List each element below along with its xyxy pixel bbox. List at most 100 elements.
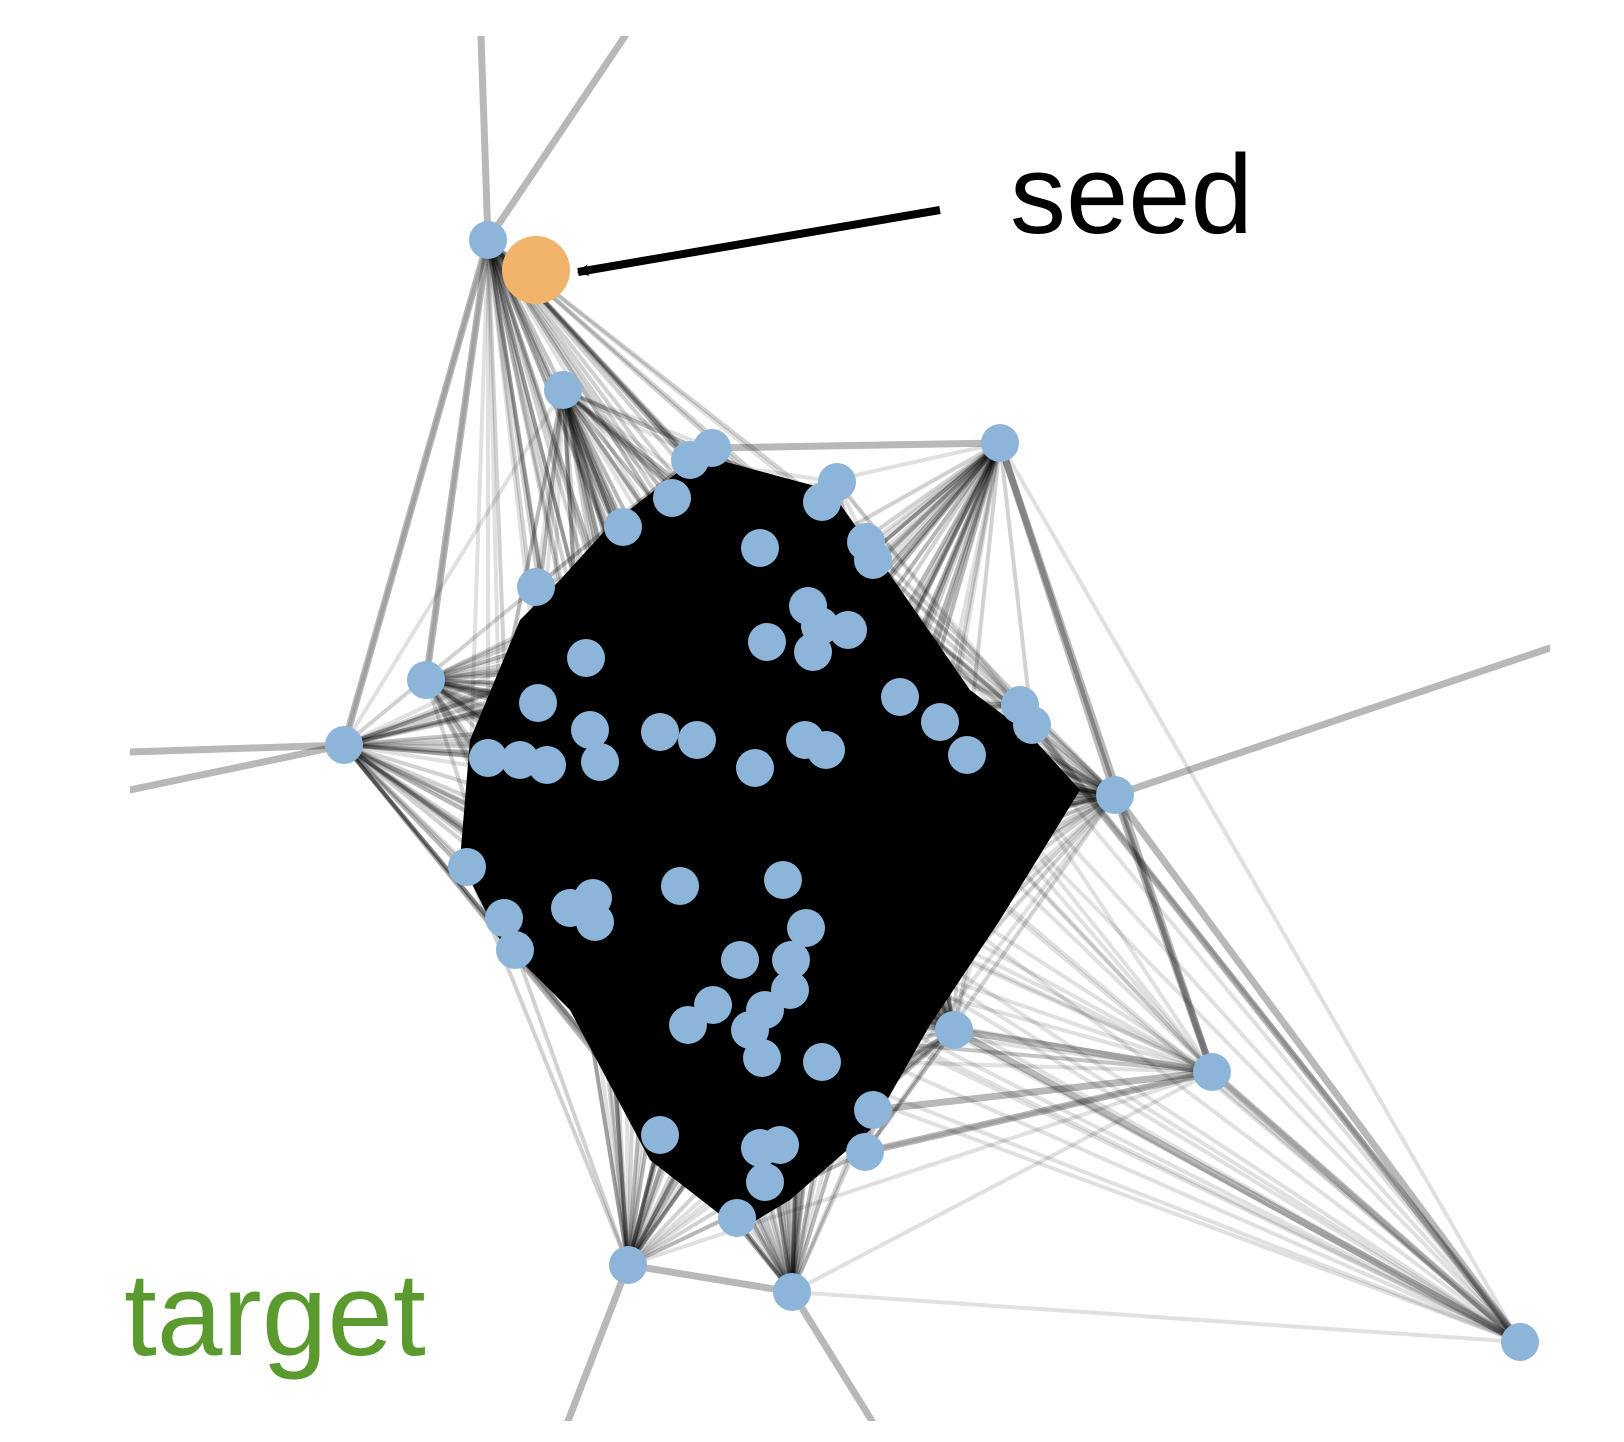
seed-arrow [576,206,941,277]
edge [950,1026,1524,1346]
network-node [469,739,507,777]
edge [678,884,782,1147]
edge [738,604,810,962]
edge [758,1028,956,1150]
edge [568,446,714,910]
edge [598,760,808,930]
network-node [567,639,605,677]
edge [871,558,1214,1074]
network-node [1013,706,1051,744]
edge [486,238,752,1032]
edge [593,920,767,1184]
edge [486,238,942,724]
edge [424,238,490,682]
edge [502,916,767,1184]
edge [424,678,808,930]
core-mass [460,455,1080,1230]
network-node [1501,1323,1539,1361]
edge [658,624,822,1137]
edge [598,760,662,1137]
edge [790,1290,1522,1344]
nodes [325,221,1539,1361]
edge [803,628,850,742]
edge [735,604,810,1220]
edge [670,496,785,882]
network-node [576,903,614,941]
edge [598,884,682,1002]
edge [638,718,1117,797]
edge [1208,1068,1524,1346]
edge [584,558,875,660]
edge [710,446,739,1220]
edge [753,766,794,1294]
edge [513,948,956,1032]
edge [678,500,824,888]
edge [486,238,932,842]
edge [486,238,757,770]
edge [591,896,1214,1074]
network-node [818,463,856,501]
edge [342,640,769,747]
edge [502,916,739,1220]
edge [758,723,1034,1150]
edge [502,441,1002,920]
edge [561,388,588,660]
edge [658,730,793,962]
edge [486,238,782,1147]
edge [846,441,1002,632]
edge [695,441,1002,742]
edge [626,446,714,1267]
edge [486,238,690,1027]
edge [952,723,1034,1032]
edge [688,458,1034,727]
edge [486,238,1034,727]
network-node [661,867,699,905]
edges [130,36,1550,1421]
edge [670,496,868,544]
edge [658,730,762,1150]
edge [753,640,769,770]
edge [342,540,868,747]
edge [863,720,942,1154]
edge [545,763,595,900]
edge [695,738,956,1032]
edge [695,738,1214,1074]
edge [738,766,757,962]
edge [584,604,810,660]
edge [790,738,807,1294]
edge [621,525,956,1032]
edge [871,441,1002,562]
network-node [761,1126,799,1164]
edge [758,546,794,1294]
edge [486,238,1022,707]
edge [465,858,882,869]
edge [536,701,794,1294]
edge [698,793,1117,802]
network-node [881,678,919,716]
edge [591,896,630,1267]
edge [424,546,762,682]
edge [424,558,875,682]
edge [846,628,1117,797]
edge [711,766,757,1007]
edge [568,906,630,1267]
edge [422,236,492,684]
edge [998,441,1034,727]
edge [424,650,815,682]
edge [518,758,715,1007]
edge [952,703,1022,1032]
edge [342,743,767,1184]
edge [626,1146,762,1267]
edge [695,546,762,742]
edge [670,496,808,930]
edge [545,763,690,1027]
edge [781,878,1522,1344]
edge [778,1143,794,1294]
edge [465,793,1117,869]
network-node [748,623,786,661]
edge [513,388,565,952]
edge [765,640,956,1032]
edge [811,650,1117,797]
edge [869,1068,1216,1114]
edge [638,718,682,888]
